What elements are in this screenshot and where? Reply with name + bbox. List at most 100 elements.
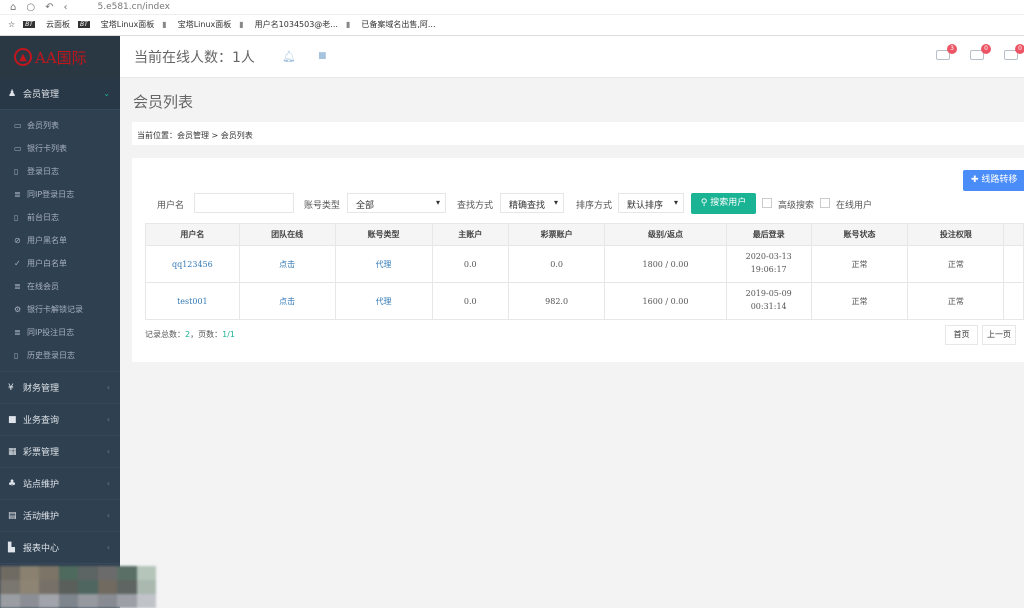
sidebar-item[interactable]: ▯ 前台日志 xyxy=(0,206,120,229)
bell-icon[interactable]: 🔔︎ xyxy=(282,50,296,63)
list-icon: ≣ xyxy=(14,282,21,291)
reload-icon[interactable]: ○ xyxy=(26,1,36,13)
column-header: 最后登录 xyxy=(725,223,812,246)
mosaic-cell xyxy=(78,594,98,608)
blurred-region xyxy=(0,566,156,608)
sidebar-group[interactable]: ▙ 报表中心 ‹ xyxy=(0,532,120,564)
bookmark-item[interactable]: ▮ 已备案域名出售,阿... xyxy=(346,19,436,30)
column-header: 用户名 xyxy=(145,223,240,246)
grid-icon: ▦ xyxy=(8,446,17,457)
table-row: test001 点击 代理 0.0 982.0 1600 / 0.00 2019-05-09… xyxy=(145,282,1024,320)
extra-cell xyxy=(1003,245,1024,283)
team-online-cell[interactable]: 点击 xyxy=(238,282,336,320)
chevron-left-icon: ‹ xyxy=(106,447,110,456)
bar-chart-icon: ▙ xyxy=(8,542,15,553)
mosaic-cell xyxy=(19,566,39,580)
bookmark-item[interactable]: BT 云面板 xyxy=(23,19,70,30)
bt-icon: BT xyxy=(23,21,35,28)
sidebar-item-label: 同IP登录日志 xyxy=(27,190,75,199)
sidebar-item[interactable]: ✓ 用户白名单 xyxy=(0,252,120,275)
column-header: 团队在线 xyxy=(238,223,336,246)
mail-icon[interactable]: 3 xyxy=(936,44,957,60)
sidebar-group[interactable]: ▤ 活动维护 ‹ xyxy=(0,500,120,532)
sidebar-item-label: 前台日志 xyxy=(27,213,59,222)
online-users-checkbox[interactable] xyxy=(820,198,830,208)
find-mode-select[interactable]: 精确查找 xyxy=(500,193,564,213)
user-icon: ♟ xyxy=(8,88,17,99)
sort-select[interactable]: 默认排序 xyxy=(618,193,684,213)
sidebar-item-label: 用户白名单 xyxy=(27,259,67,268)
sidebar-item[interactable]: ▯ 历史登录日志 xyxy=(0,344,120,367)
home-icon[interactable]: ⌂ xyxy=(10,1,17,13)
first-page-button[interactable]: 首页 xyxy=(945,325,978,345)
lock-icon[interactable]: ■ xyxy=(318,51,327,61)
username-cell[interactable]: test001 xyxy=(145,282,240,320)
prev-page-button[interactable]: 上一页 xyxy=(982,325,1016,345)
sidebar-item[interactable]: ▭ 银行卡列表 xyxy=(0,137,120,160)
back-icon[interactable]: ‹ xyxy=(63,1,68,13)
mosaic-cell xyxy=(39,566,59,580)
sidebar-item[interactable]: ≣ 同IP投注日志 xyxy=(0,321,120,344)
sidebar-group[interactable]: ■ 业务查询 ‹ xyxy=(0,404,120,436)
online-users-label: 在线用户 xyxy=(836,201,873,211)
chevron-left-icon: ‹ xyxy=(106,543,110,552)
sidebar-group[interactable]: ▦ 彩票管理 ‹ xyxy=(0,436,120,468)
check-icon: ✓ xyxy=(14,259,21,268)
sidebar-group-label: 活动维护 xyxy=(23,512,60,522)
mosaic-cell xyxy=(136,566,156,580)
sidebar-group-label: 报表中心 xyxy=(23,544,60,554)
bookmark-item[interactable]: ▮ 用户名1034503@老... xyxy=(239,19,338,30)
camera-icon[interactable]: 0 xyxy=(1004,44,1024,60)
page-icon: ▮ xyxy=(345,20,351,29)
sidebar: ▲ AA国际 ♟ 会员管理 ⌄ ▭ 会员列表 ▭ 银行卡列表 ▯ 登录日志 ≣ 同IP登录日志 ▯ 前台… xyxy=(0,36,120,608)
mail-icon[interactable]: 0 xyxy=(970,44,991,60)
address-bar[interactable]: 5.e581.cn/index xyxy=(97,2,170,12)
bookmark-item[interactable]: ▮ 宝塔Linux面板 xyxy=(162,19,231,30)
sidebar-item[interactable]: ▯ 登录日志 xyxy=(0,160,120,183)
mosaic-cell xyxy=(97,566,117,580)
sidebar-group[interactable]: ¥ 财务管理 ‹ xyxy=(0,372,120,404)
username-label: 用户名 xyxy=(157,201,185,211)
advanced-search-label: 高级搜索 xyxy=(778,201,815,211)
sort-label: 排序方式 xyxy=(576,201,613,211)
sidebar-group[interactable]: ♣ 站点维护 ‹ xyxy=(0,468,120,500)
extra-cell xyxy=(1003,282,1024,320)
account-type-cell[interactable]: 代理 xyxy=(334,282,433,320)
sidebar-item[interactable]: ▭ 会员列表 xyxy=(0,114,120,137)
logo: ▲ AA国际 xyxy=(0,36,120,78)
sidebar-group-member[interactable]: ♟ 会员管理 ⌄ xyxy=(0,78,120,110)
list-icon: ≣ xyxy=(14,190,21,199)
gear-icon: ⚙ xyxy=(14,305,22,314)
team-online-cell[interactable]: 点击 xyxy=(238,245,336,283)
username-cell[interactable]: qq123456 xyxy=(145,245,240,283)
account-type-select[interactable]: 全部 xyxy=(347,193,446,213)
username-input[interactable] xyxy=(194,193,294,213)
bookmark-label: 云面板 xyxy=(45,20,70,29)
table-row: qq123456 点击 代理 0.0 0.0 1800 / 0.00 2020-03-13 … xyxy=(145,245,1024,283)
column-header: 投注权限 xyxy=(907,223,1005,246)
search-icon: ⚲ xyxy=(700,198,708,208)
mosaic-cell xyxy=(58,566,78,580)
sidebar-item[interactable]: ≣ 同IP登录日志 xyxy=(0,183,120,206)
lottery-balance-cell: 0.0 xyxy=(507,245,606,283)
account-type-cell[interactable]: 代理 xyxy=(334,245,433,283)
sidebar-item[interactable]: ≣ 在线会员 xyxy=(0,275,120,298)
mosaic-cell xyxy=(39,594,59,608)
list-icon: ≣ xyxy=(14,328,21,337)
mosaic-cell xyxy=(58,594,78,608)
star-icon[interactable]: ☆ xyxy=(8,20,16,29)
member-table: 用户名 团队在线 账号类型 主账户 彩票账户 级别/返点 最后登录 账号状态 投注权限 qq123… xyxy=(145,223,1024,320)
page-title: 会员列表 xyxy=(133,93,194,111)
bookmark-label: 用户名1034503@老... xyxy=(254,20,338,29)
search-button[interactable]: ⚲ 搜索用户 xyxy=(691,193,756,214)
sidebar-item[interactable]: ⊘ 用户黑名单 xyxy=(0,229,120,252)
mosaic-cell xyxy=(136,594,156,608)
chevron-left-icon: ‹ xyxy=(106,383,110,392)
undo-icon[interactable]: ↶ xyxy=(45,1,54,13)
sidebar-item[interactable]: ⚙ 银行卡解锁记录 xyxy=(0,298,120,321)
mosaic-cell xyxy=(19,594,39,608)
bookmark-item[interactable]: BT 宝塔Linux面板 xyxy=(77,19,154,30)
transfer-button[interactable]: ✚ 线路转移 xyxy=(963,170,1024,191)
advanced-search-checkbox[interactable] xyxy=(762,198,772,208)
mosaic-cell xyxy=(117,566,137,580)
